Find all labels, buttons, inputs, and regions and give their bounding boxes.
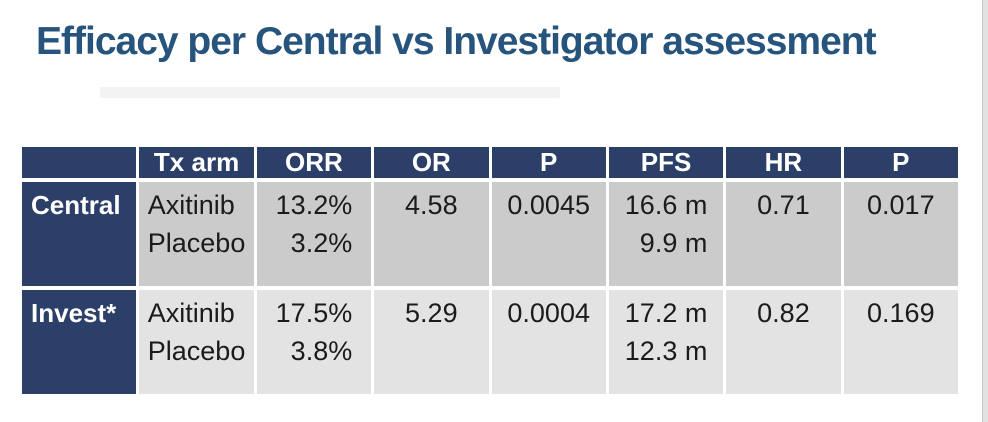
orr-stack: 13.2% 3.2%: [276, 186, 353, 262]
pfs-line: 12.3 m: [624, 336, 708, 366]
pfs-stack: 16.6 m 9.9 m: [625, 186, 708, 262]
pfs-line: 9.9 m: [639, 228, 708, 258]
cell-invest-p-hr: 0.169: [843, 290, 958, 394]
col-header-p-hr: P: [843, 147, 958, 178]
col-header-hr: HR: [726, 147, 841, 178]
tx-arm-line: Axitinib: [147, 190, 235, 220]
col-header-orr: ORR: [256, 147, 372, 178]
row-header-central: Central: [22, 182, 137, 286]
pfs-line: 16.6 m: [624, 190, 708, 220]
cell-central-orr: 13.2% 3.2%: [256, 182, 372, 286]
slide-title: Efficacy per Central vs Investigator ass…: [36, 20, 877, 63]
tx-arm-line: Axitinib: [147, 298, 235, 328]
col-header-or: OR: [374, 147, 489, 178]
efficacy-table: Tx arm ORR OR P PFS HR P Central Axitini…: [22, 147, 958, 394]
compression-artifact-band: [100, 87, 560, 98]
pfs-line: 17.2 m: [624, 298, 708, 328]
cell-central-or: 4.58: [374, 182, 489, 286]
cell-central-hr: 0.71: [726, 182, 841, 286]
cell-central-tx-arm: Axitinib Placebo: [139, 182, 254, 286]
cell-invest-pfs: 17.2 m 12.3 m: [608, 290, 724, 394]
row-header-invest: Invest*: [22, 290, 137, 394]
orr-stack: 17.5% 3.8%: [276, 294, 353, 370]
col-header-blank: [22, 147, 137, 178]
col-header-pfs: PFS: [608, 147, 724, 178]
cell-invest-hr: 0.82: [726, 290, 841, 394]
pfs-stack: 17.2 m 12.3 m: [625, 294, 708, 370]
tx-arm-line: Placebo: [147, 336, 246, 366]
col-header-p-or: P: [491, 147, 606, 178]
tx-arm-stack: Axitinib Placebo: [148, 294, 246, 370]
cell-invest-p-or: 0.0004: [491, 290, 606, 394]
cell-invest-tx-arm: Axitinib Placebo: [139, 290, 254, 394]
tx-arm-line: Placebo: [147, 228, 246, 258]
col-header-tx-arm: Tx arm: [139, 147, 254, 178]
orr-line: 17.5%: [275, 298, 353, 328]
cell-central-p-or: 0.0045: [491, 182, 606, 286]
cell-central-p-hr: 0.017: [843, 182, 958, 286]
right-edge-strip: [982, 0, 988, 422]
cell-central-pfs: 16.6 m 9.9 m: [608, 182, 724, 286]
orr-line: 13.2%: [275, 190, 353, 220]
cell-invest-orr: 17.5% 3.8%: [256, 290, 372, 394]
orr-line: 3.8%: [290, 336, 353, 366]
orr-line: 3.2%: [290, 228, 353, 258]
cell-invest-or: 5.29: [374, 290, 489, 394]
tx-arm-stack: Axitinib Placebo: [148, 186, 246, 262]
